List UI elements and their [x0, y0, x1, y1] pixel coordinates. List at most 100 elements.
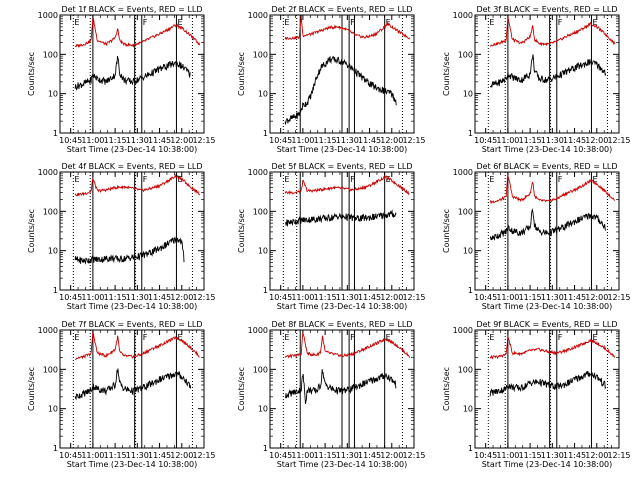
- x-tick-label: 11:00: [291, 293, 314, 302]
- x-tick-label: 11:30: [126, 451, 149, 460]
- series-group: [74, 331, 200, 401]
- series-line-events: [74, 236, 185, 265]
- plot-frame: [474, 14, 620, 134]
- y-tick-label: 10: [48, 247, 58, 256]
- y-tick-label: 1000: [453, 11, 473, 20]
- series-line-events: [284, 369, 397, 404]
- x-tick-label: 11:15: [519, 293, 542, 302]
- chart-title: Det 4f BLACK = Events, RED = LLD: [61, 162, 202, 171]
- y-axis-label: Counts/sec: [442, 209, 451, 253]
- y-tick-label: 1: [263, 129, 268, 138]
- y-tick-label: 10: [258, 247, 268, 256]
- chart-panel-4: Det 4f BLACK = Events, RED = LLD 1 10 100 10…: [27, 162, 216, 311]
- y-tick-label: 100: [253, 365, 268, 374]
- x-tick-label: 11:30: [541, 451, 564, 460]
- x-tick-label: 10:45: [474, 451, 497, 460]
- chart-panel-9: Det 9f BLACK = Events, RED = LLD 1 10 100 10…: [442, 320, 631, 469]
- x-tick-label: 12:00: [585, 136, 608, 145]
- y-tick-label: 1000: [38, 168, 58, 177]
- x-tick-label: 11:00: [496, 136, 519, 145]
- y-tick-label: 1: [263, 286, 268, 295]
- time-marker-label: E: [386, 18, 391, 27]
- y-tick-label: 100: [43, 365, 58, 374]
- time-marker-label: F: [350, 333, 355, 342]
- chart-title: Det 3f BLACK = Events, RED = LLD: [476, 5, 617, 14]
- y-axis-label: Counts/sec: [237, 209, 246, 253]
- x-tick-label: 11:15: [314, 451, 337, 460]
- series-line-events: [489, 208, 607, 241]
- y-tick-label: 100: [253, 50, 268, 59]
- time-marker-label: E: [177, 333, 182, 342]
- plot-frame: [59, 171, 205, 291]
- x-tick-label: 11:30: [126, 136, 149, 145]
- x-tick-label: 11:45: [358, 293, 381, 302]
- series-line-events: [284, 209, 397, 227]
- x-tick-label: 11:00: [496, 293, 519, 302]
- series-group: [284, 332, 410, 404]
- x-tick-label: 11:30: [336, 293, 359, 302]
- y-tick-label: 1: [53, 129, 58, 138]
- x-axis-label: Start Time (23-Dec-14 10:38:00): [67, 145, 198, 154]
- series-line-lld: [489, 17, 615, 47]
- x-tick-label: 10:45: [269, 293, 292, 302]
- x-tick-label: 12:00: [170, 451, 193, 460]
- y-tick-label: 100: [43, 50, 58, 59]
- chart-title: Det 2f BLACK = Events, RED = LLD: [271, 5, 412, 14]
- time-marker-label: E: [489, 333, 494, 342]
- series-line-events: [489, 370, 607, 397]
- x-axis-label: Start Time (23-Dec-14 10:38:00): [482, 145, 613, 154]
- plot-frame: [59, 14, 205, 134]
- time-marker-label: E: [489, 18, 494, 27]
- chart-title: Det 8f BLACK = Events, RED = LLD: [271, 320, 412, 329]
- y-tick-label: 1: [53, 286, 58, 295]
- time-marker-label: E: [592, 333, 597, 342]
- y-tick-label: 1: [263, 444, 268, 453]
- chart-title: Det 7f BLACK = Events, RED = LLD: [61, 320, 202, 329]
- y-tick-label: 1: [468, 444, 473, 453]
- y-axis-label: Counts/sec: [237, 367, 246, 411]
- series-line-lld: [284, 15, 410, 41]
- x-tick-label: 10:45: [474, 293, 497, 302]
- series-group: [489, 17, 615, 89]
- x-tick-label: 11:30: [541, 136, 564, 145]
- time-marker-label: E: [74, 175, 79, 184]
- time-marker-label: F: [350, 18, 355, 27]
- chart-panel-3: Det 3f BLACK = Events, RED = LLD 1 10 100 10…: [442, 5, 631, 154]
- x-tick-label: 11:00: [81, 136, 104, 145]
- x-tick-label: 10:45: [474, 136, 497, 145]
- y-tick-label: 100: [458, 207, 473, 216]
- x-axis-label: Start Time (23-Dec-14 10:38:00): [482, 460, 613, 469]
- x-tick-label: 11:00: [291, 451, 314, 460]
- series-group: [284, 174, 410, 227]
- series-line-events: [74, 56, 191, 91]
- series-group: [74, 17, 201, 91]
- x-tick-label: 12:15: [192, 136, 215, 145]
- x-tick-label: 11:15: [104, 136, 127, 145]
- x-tick-label: 12:00: [380, 451, 403, 460]
- x-tick-label: 11:15: [104, 293, 127, 302]
- y-tick-label: 10: [48, 405, 58, 414]
- y-tick-label: 1: [53, 444, 58, 453]
- x-tick-label: 12:15: [402, 293, 425, 302]
- x-axis-label: Start Time (23-Dec-14 10:38:00): [277, 460, 408, 469]
- y-tick-label: 10: [463, 90, 473, 99]
- x-tick-label: 11:45: [563, 136, 586, 145]
- y-tick-label: 1000: [38, 326, 58, 335]
- time-marker-label: F: [558, 18, 563, 27]
- y-axis-label: Counts/sec: [237, 52, 246, 96]
- x-tick-label: 11:45: [563, 451, 586, 460]
- x-axis-label: Start Time (23-Dec-14 10:38:00): [277, 302, 408, 311]
- x-tick-label: 11:15: [104, 451, 127, 460]
- x-tick-label: 11:00: [496, 451, 519, 460]
- chart-panel-8: Det 8f BLACK = Events, RED = LLD 1 10 100 10…: [237, 320, 426, 469]
- x-tick-label: 11:45: [358, 136, 381, 145]
- y-tick-label: 10: [48, 90, 58, 99]
- time-marker-label: E: [284, 18, 289, 27]
- x-tick-label: 11:15: [519, 136, 542, 145]
- y-tick-label: 1000: [248, 168, 268, 177]
- x-tick-label: 12:00: [380, 293, 403, 302]
- chart-panel-6: Det 6f BLACK = Events, RED = LLD 1 10 100 10…: [442, 162, 631, 311]
- time-marker-label: F: [350, 175, 355, 184]
- chart-panel-7: Det 7f BLACK = Events, RED = LLD 1 10 100 10…: [27, 320, 216, 469]
